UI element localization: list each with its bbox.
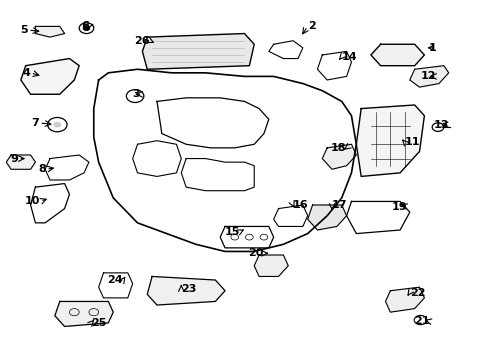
- Text: 25: 25: [91, 318, 106, 328]
- Text: 10: 10: [25, 197, 40, 206]
- Text: 6: 6: [81, 21, 89, 31]
- Text: 15: 15: [224, 227, 239, 237]
- Text: 19: 19: [391, 202, 407, 212]
- Text: 5: 5: [20, 25, 28, 35]
- Polygon shape: [142, 33, 254, 69]
- Text: 3: 3: [132, 89, 140, 99]
- Polygon shape: [385, 287, 424, 312]
- Text: 8: 8: [38, 164, 46, 174]
- Circle shape: [53, 122, 61, 127]
- Text: 23: 23: [181, 284, 196, 294]
- Polygon shape: [21, 59, 79, 94]
- Text: 9: 9: [11, 154, 19, 163]
- Text: 7: 7: [32, 118, 39, 128]
- Text: 11: 11: [404, 138, 420, 148]
- Text: 21: 21: [413, 316, 428, 326]
- Polygon shape: [35, 26, 64, 37]
- Polygon shape: [147, 276, 224, 305]
- Polygon shape: [356, 105, 424, 176]
- Text: 26: 26: [134, 36, 149, 46]
- Circle shape: [83, 26, 90, 31]
- Text: 20: 20: [248, 248, 264, 258]
- Polygon shape: [307, 205, 346, 230]
- Text: 14: 14: [341, 52, 357, 62]
- Text: 22: 22: [409, 288, 425, 297]
- Text: 1: 1: [428, 43, 436, 53]
- Text: 17: 17: [331, 200, 347, 210]
- Text: 13: 13: [432, 120, 448, 130]
- Text: 24: 24: [107, 275, 122, 285]
- Polygon shape: [254, 255, 287, 276]
- Polygon shape: [55, 301, 113, 327]
- Polygon shape: [370, 44, 424, 66]
- Polygon shape: [322, 144, 356, 169]
- Text: 4: 4: [22, 68, 30, 78]
- Text: 18: 18: [330, 143, 346, 153]
- Text: 2: 2: [307, 21, 315, 31]
- Polygon shape: [6, 155, 35, 169]
- Text: 16: 16: [292, 200, 308, 210]
- Text: 12: 12: [420, 71, 436, 81]
- Polygon shape: [409, 66, 448, 87]
